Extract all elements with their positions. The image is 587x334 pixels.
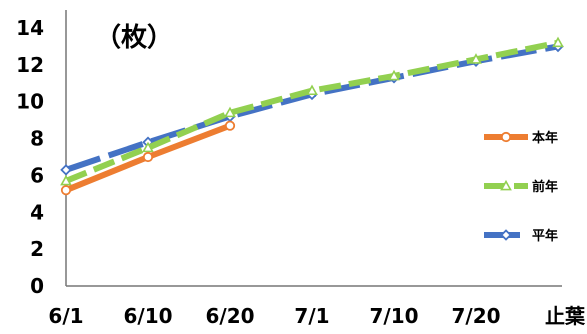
data-point (388, 69, 400, 81)
legend-label: 本年 (532, 130, 558, 146)
x-tick-label: 6/1 (48, 304, 83, 328)
unit-label: （枚） (95, 23, 173, 53)
legend-item: 平年 (484, 228, 558, 244)
x-tick-label: 7/20 (451, 304, 500, 328)
data-point (142, 151, 154, 163)
legend-marker (500, 131, 512, 143)
x-tick-label: 7/10 (369, 304, 418, 328)
series-1 (60, 36, 564, 186)
x-tick-label: 7/1 (294, 304, 329, 328)
legend-label: 平年 (532, 228, 558, 244)
y-tick-label: 4 (30, 200, 44, 224)
y-tick-label: 10 (16, 90, 44, 114)
y-tick-label: 14 (16, 16, 44, 40)
y-tick-label: 2 (30, 237, 44, 261)
data-point (60, 185, 72, 196)
data-point (142, 141, 154, 153)
legend-marker (500, 179, 512, 191)
data-point (224, 106, 236, 118)
legend-label: 前年 (532, 179, 558, 195)
series-0 (60, 120, 236, 196)
data-point (60, 174, 72, 186)
y-tick-labels: 0 2 4 6 8 10 12 14 (16, 16, 44, 298)
y-tick-label: 12 (16, 53, 44, 77)
x-tick-label: 止葉 (545, 304, 586, 328)
y-tick-label: 6 (30, 163, 44, 187)
legend-item: 本年 (484, 130, 558, 146)
data-point (306, 84, 318, 96)
data-point (470, 53, 482, 64)
y-tick-label: 0 (30, 274, 44, 298)
x-tick-labels: 6/1 6/10 6/20 7/1 7/10 7/20 止葉 (48, 304, 586, 328)
legend-item: 前年 (484, 179, 558, 195)
data-point (60, 164, 72, 176)
series-layer (60, 36, 564, 196)
data-point (552, 36, 564, 48)
legend-marker (500, 229, 512, 241)
x-tick-label: 6/20 (205, 304, 254, 328)
x-tick-label: 6/10 (123, 304, 172, 328)
data-point (224, 120, 236, 131)
y-tick-label: 8 (30, 127, 44, 151)
